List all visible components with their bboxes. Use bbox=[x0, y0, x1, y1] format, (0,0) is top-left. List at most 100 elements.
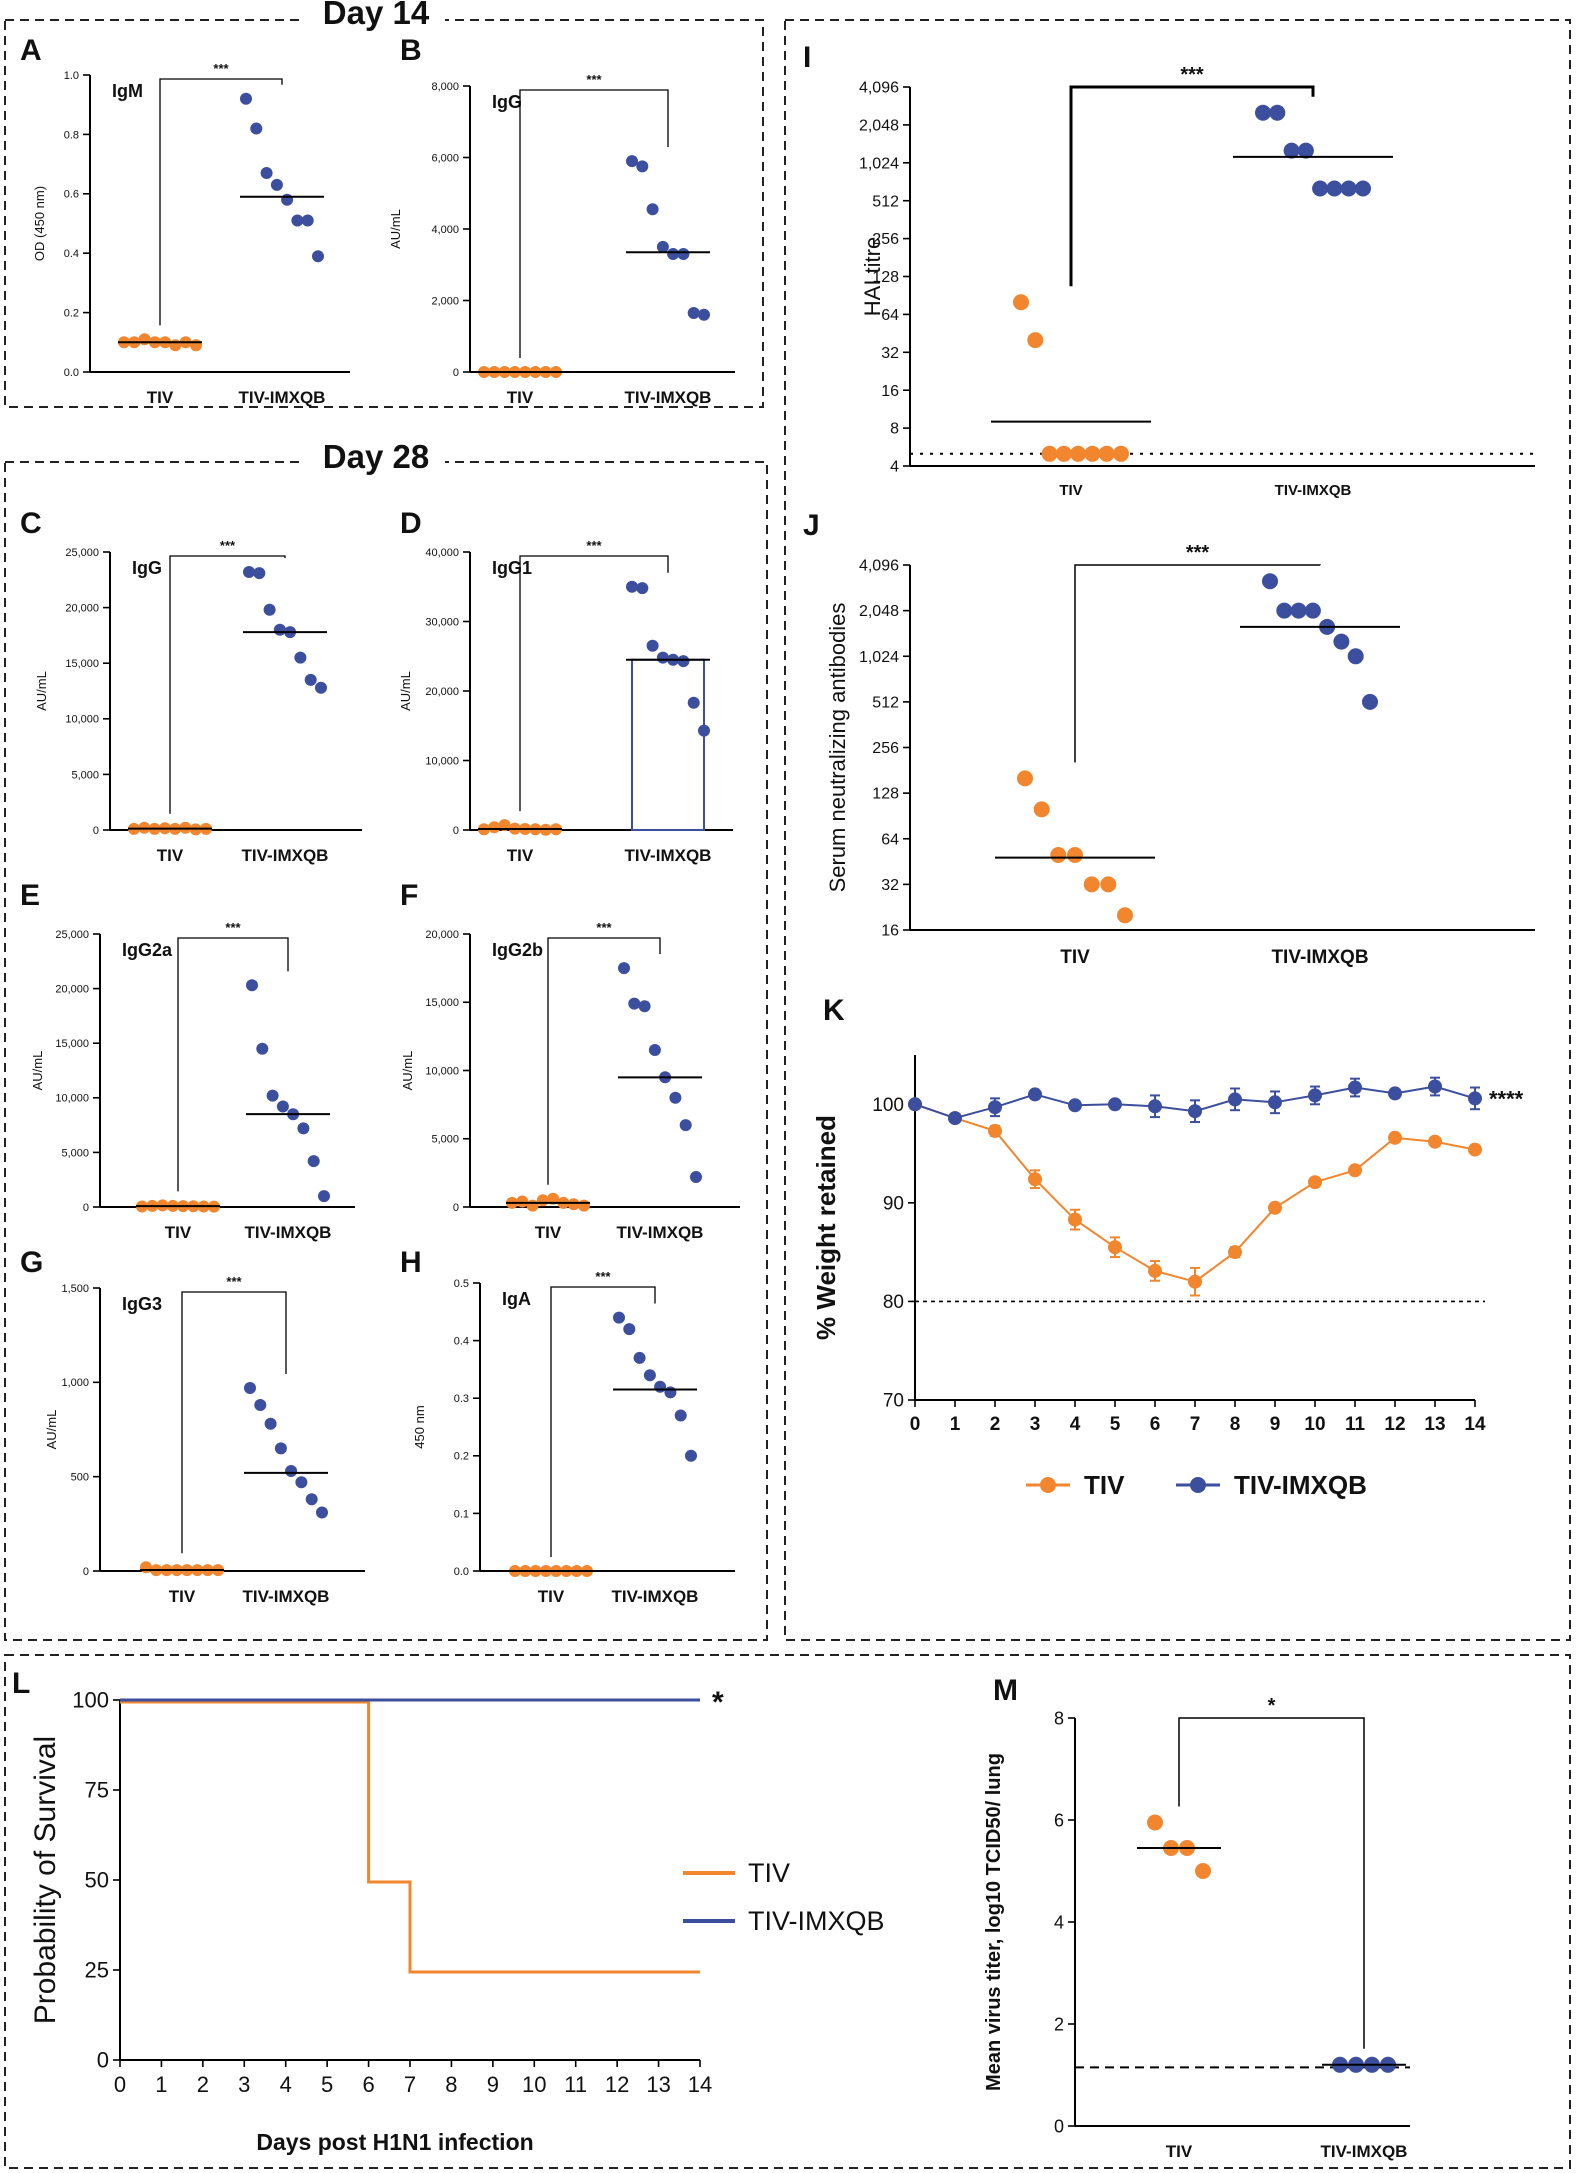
panel-label-B: B bbox=[400, 34, 422, 67]
data-point-I bbox=[1084, 445, 1101, 462]
data-point-A bbox=[190, 339, 202, 352]
significance-label-D: *** bbox=[586, 538, 602, 553]
data-point-E bbox=[276, 1100, 289, 1113]
data-point-E bbox=[266, 1089, 279, 1102]
y-tick-label-E: 10,000 bbox=[55, 1093, 89, 1105]
x-tick-label-K: 8 bbox=[1230, 1414, 1241, 1435]
y-tick-label-B: 6,000 bbox=[431, 152, 459, 164]
data-point-E bbox=[297, 1122, 310, 1135]
y-tick-label-I: 128 bbox=[872, 269, 899, 286]
y-tick-label-E: 15,000 bbox=[55, 1038, 89, 1050]
data-point-I bbox=[1113, 445, 1129, 462]
y-axis-title-B: AU/mL bbox=[388, 209, 403, 249]
significance-label-G: *** bbox=[226, 1274, 242, 1289]
y-tick-label-I: 512 bbox=[872, 193, 899, 210]
significance-bracket-A bbox=[159, 78, 283, 326]
data-point-E bbox=[318, 1190, 330, 1203]
x-tick-label-I: TIV bbox=[1059, 482, 1082, 499]
y-tick-label-M: 2 bbox=[1054, 2014, 1064, 2034]
y-axis-title-I: HAI titre bbox=[860, 237, 885, 316]
x-tick-label-K: 3 bbox=[1030, 1414, 1041, 1435]
data-point-TIV-IMXQB bbox=[1428, 1079, 1442, 1094]
data-point-TIV-IMXQB bbox=[948, 1111, 962, 1126]
frame-bottom-panels bbox=[4, 1654, 1571, 2169]
x-tick-label-L: 0 bbox=[114, 2072, 126, 2097]
data-point-G bbox=[244, 1382, 256, 1394]
x-tick-label-C: TIV bbox=[157, 846, 184, 865]
data-point-C bbox=[315, 681, 327, 694]
significance-bracket-H bbox=[550, 1286, 656, 1557]
panel-label-J: J bbox=[803, 509, 820, 542]
x-tick-label-D: TIV-IMXQB bbox=[625, 846, 712, 865]
data-point-TIV bbox=[1148, 1263, 1162, 1278]
data-point-TIV-IMXQB bbox=[1348, 1080, 1362, 1095]
data-point-E bbox=[307, 1155, 320, 1168]
data-point-J bbox=[1333, 633, 1350, 650]
title-bg-day14 bbox=[305, 0, 445, 34]
data-point-TIV bbox=[1468, 1142, 1482, 1157]
y-tick-label-M: 4 bbox=[1054, 1912, 1064, 1932]
panel-title-H: IgA bbox=[502, 1289, 531, 1309]
data-point-TIV bbox=[1308, 1175, 1322, 1190]
y-tick-label-A: 0.4 bbox=[64, 248, 79, 260]
data-point-I bbox=[1355, 180, 1371, 197]
data-point-TIV-IMXQB bbox=[1228, 1092, 1242, 1107]
panel-label-M: M bbox=[993, 1674, 1018, 1707]
data-point-C bbox=[294, 651, 307, 664]
x-tick-label-E: TIV-IMXQB bbox=[245, 1223, 332, 1242]
data-point-G bbox=[285, 1465, 298, 1477]
y-tick-label-H: 0.5 bbox=[454, 1278, 469, 1290]
y-tick-label-K: 80 bbox=[883, 1292, 904, 1313]
data-point-J bbox=[1304, 602, 1321, 619]
y-axis-title-G: AU/mL bbox=[44, 1410, 59, 1450]
x-tick-label-L: 4 bbox=[280, 2072, 292, 2097]
data-point-C bbox=[263, 603, 276, 616]
y-tick-label-G: 1,500 bbox=[61, 1283, 89, 1295]
legend-marker-tiv bbox=[1040, 1477, 1056, 1493]
y-tick-label-D: 20,000 bbox=[425, 686, 459, 698]
data-point-B bbox=[636, 160, 649, 173]
x-tick-label-A: TIV-IMXQB bbox=[239, 388, 326, 407]
y-tick-label-B: 8,000 bbox=[431, 81, 459, 93]
y-tick-label-C: 25,000 bbox=[65, 547, 99, 559]
y-tick-label-G: 500 bbox=[71, 1472, 89, 1484]
y-tick-label-I: 4 bbox=[890, 459, 899, 476]
data-point-TIV bbox=[988, 1123, 1002, 1138]
y-tick-label-M: 8 bbox=[1054, 1708, 1064, 1728]
data-point-H bbox=[623, 1323, 636, 1336]
data-point-F bbox=[547, 1192, 560, 1205]
data-point-A bbox=[281, 193, 294, 206]
y-axis-title-L: Probability of Survival bbox=[29, 1736, 62, 2024]
data-point-A bbox=[169, 339, 182, 352]
y-tick-label-J: 64 bbox=[881, 831, 899, 848]
x-tick-label-A: TIV bbox=[147, 388, 174, 407]
data-point-E bbox=[256, 1042, 269, 1055]
significance-bracket-E bbox=[177, 937, 289, 1192]
bar-D bbox=[631, 658, 705, 831]
x-tick-label-K: 0 bbox=[910, 1414, 921, 1435]
chart-panels: 0.0 0.2 0.4 0.6 0.8 1.0 OD (450 nm) A IgM TIV TIV-… bbox=[12, 34, 1535, 2161]
y-axis-title-A: OD (450 nm) bbox=[32, 186, 47, 261]
legend-marker-imx bbox=[1190, 1477, 1206, 1493]
x-tick-label-K: 10 bbox=[1304, 1414, 1325, 1435]
data-point-A bbox=[270, 178, 283, 191]
x-tick-label-L: 13 bbox=[646, 2072, 670, 2097]
data-point-TIV bbox=[1428, 1134, 1442, 1149]
data-point-TIV bbox=[1388, 1130, 1402, 1145]
data-point-C bbox=[304, 673, 317, 686]
y-tick-label-C: 0 bbox=[93, 825, 99, 837]
significance-label-A: *** bbox=[213, 61, 229, 76]
significance-label-E: *** bbox=[225, 920, 241, 935]
x-tick-label-B: TIV bbox=[507, 388, 534, 407]
x-tick-label-K: 7 bbox=[1190, 1414, 1201, 1435]
significance-label-K: **** bbox=[1489, 1086, 1524, 1111]
panel-label-I: I bbox=[803, 41, 811, 74]
significance-label-I: *** bbox=[1180, 64, 1204, 86]
x-tick-label-K: 13 bbox=[1424, 1414, 1445, 1435]
y-axis-title-K: % Weight retained bbox=[811, 1115, 841, 1340]
survival-legend-label-tiv: TIV bbox=[748, 1858, 790, 1888]
y-tick-label-F: 20,000 bbox=[425, 929, 459, 941]
x-tick-label-F: TIV bbox=[535, 1223, 562, 1242]
data-point-J bbox=[1290, 602, 1307, 619]
x-tick-label-K: 2 bbox=[990, 1414, 1001, 1435]
